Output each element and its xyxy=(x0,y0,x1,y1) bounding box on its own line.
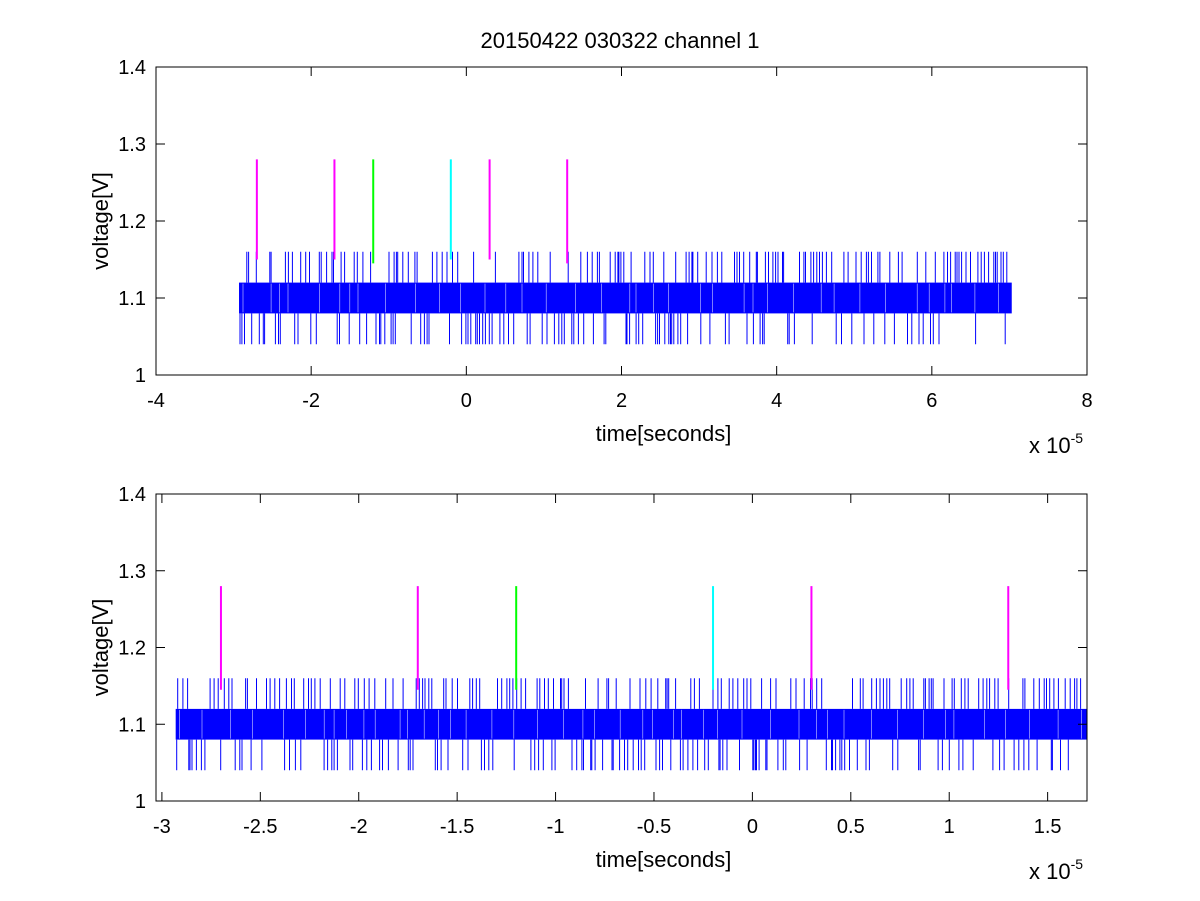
x-tick-label: 0.5 xyxy=(837,816,865,838)
signal-trace xyxy=(239,251,1012,345)
y-tick-label: 1.3 xyxy=(118,561,146,583)
x-tick-label: -1.5 xyxy=(440,816,474,838)
y-tick-label: 1.2 xyxy=(118,638,146,660)
x-tick-label: -2 xyxy=(302,390,320,412)
y-tick-label: 1.2 xyxy=(118,211,146,233)
x-exponent-label: x 10-5 xyxy=(1029,430,1083,458)
x-tick-label: -0.5 xyxy=(637,816,671,838)
top-plot: 20150422 030322 channel 1 -4 -2 0 2 4 6 8 1 1.1 1… xyxy=(88,28,1093,458)
y-axis-label: voltage[V] xyxy=(88,599,113,697)
x-tick-label: 8 xyxy=(1081,390,1092,412)
signal-trace xyxy=(175,678,1088,771)
x-axis-label: time[seconds] xyxy=(596,847,732,872)
x-exponent-base: x 10 xyxy=(1029,433,1071,458)
event-markers xyxy=(255,159,569,264)
y-tick-label: 1.3 xyxy=(118,134,146,156)
x-exponent-label: x 10-5 xyxy=(1029,856,1083,884)
x-tick-label: -1 xyxy=(547,816,565,838)
x-tick-label: 4 xyxy=(771,390,782,412)
y-tick-label: 1.4 xyxy=(118,57,146,79)
x-tick-label: -2.5 xyxy=(243,816,277,838)
signal-band xyxy=(175,708,1088,740)
y-tick-label: 1.1 xyxy=(118,288,146,310)
axis-ticks: -4 -2 0 2 4 6 8 1 1.1 1.2 1.3 1.4 xyxy=(118,57,1092,412)
axis-ticks: -3 -2.5 -2 -1.5 -1 -0.5 0 0.5 1 1.5 1 1.1 1.2 1.3 1.4 xyxy=(118,484,1087,838)
bottom-plot: -3 -2.5 -2 -1.5 -1 -0.5 0 0.5 1 1.511.11.21.31.4 … xyxy=(88,484,1088,884)
y-tick-label: 1.1 xyxy=(118,714,146,736)
x-tick-label: 2 xyxy=(616,390,627,412)
signal-spikes xyxy=(176,678,1082,771)
x-tick-label: 0 xyxy=(461,390,472,412)
signal-band-texture xyxy=(242,283,999,313)
x-tick-label: 0 xyxy=(747,816,758,838)
x-tick-label: 1.5 xyxy=(1034,816,1062,838)
y-tick-label: 1 xyxy=(135,365,146,387)
signal-band xyxy=(239,282,1012,314)
x-exponent-base: x 10 xyxy=(1029,859,1071,884)
chart-title: 20150422 030322 channel 1 xyxy=(481,28,760,53)
x-tick-label: -2 xyxy=(350,816,368,838)
x-tick-label: -4 xyxy=(147,390,165,412)
x-exponent-power: -5 xyxy=(1071,856,1084,872)
signal-spikes xyxy=(239,251,1008,345)
signal-band-texture xyxy=(179,709,1082,739)
y-axis-label: voltage[V] xyxy=(88,172,113,270)
x-tick-label: 6 xyxy=(926,390,937,412)
event-markers xyxy=(219,586,1010,690)
x-tick-label: 1 xyxy=(944,816,955,838)
x-tick-label: -3 xyxy=(153,816,171,838)
y-tick-label: 1.4 xyxy=(118,484,146,506)
x-axis-label: time[seconds] xyxy=(596,421,732,446)
x-exponent-power: -5 xyxy=(1071,430,1084,446)
y-tick-label: 1 xyxy=(135,791,146,813)
